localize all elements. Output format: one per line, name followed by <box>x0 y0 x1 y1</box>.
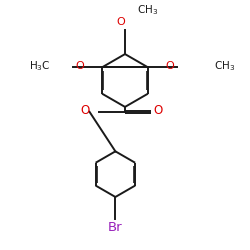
Text: O: O <box>80 104 90 117</box>
Text: H$_3$C: H$_3$C <box>29 59 50 73</box>
Text: O: O <box>153 104 162 117</box>
Text: CH$_3$: CH$_3$ <box>214 59 235 73</box>
Text: O: O <box>76 61 84 71</box>
Text: O: O <box>116 17 125 27</box>
Text: O: O <box>166 61 174 71</box>
Text: Br: Br <box>108 221 123 234</box>
Text: CH$_3$: CH$_3$ <box>138 3 159 17</box>
